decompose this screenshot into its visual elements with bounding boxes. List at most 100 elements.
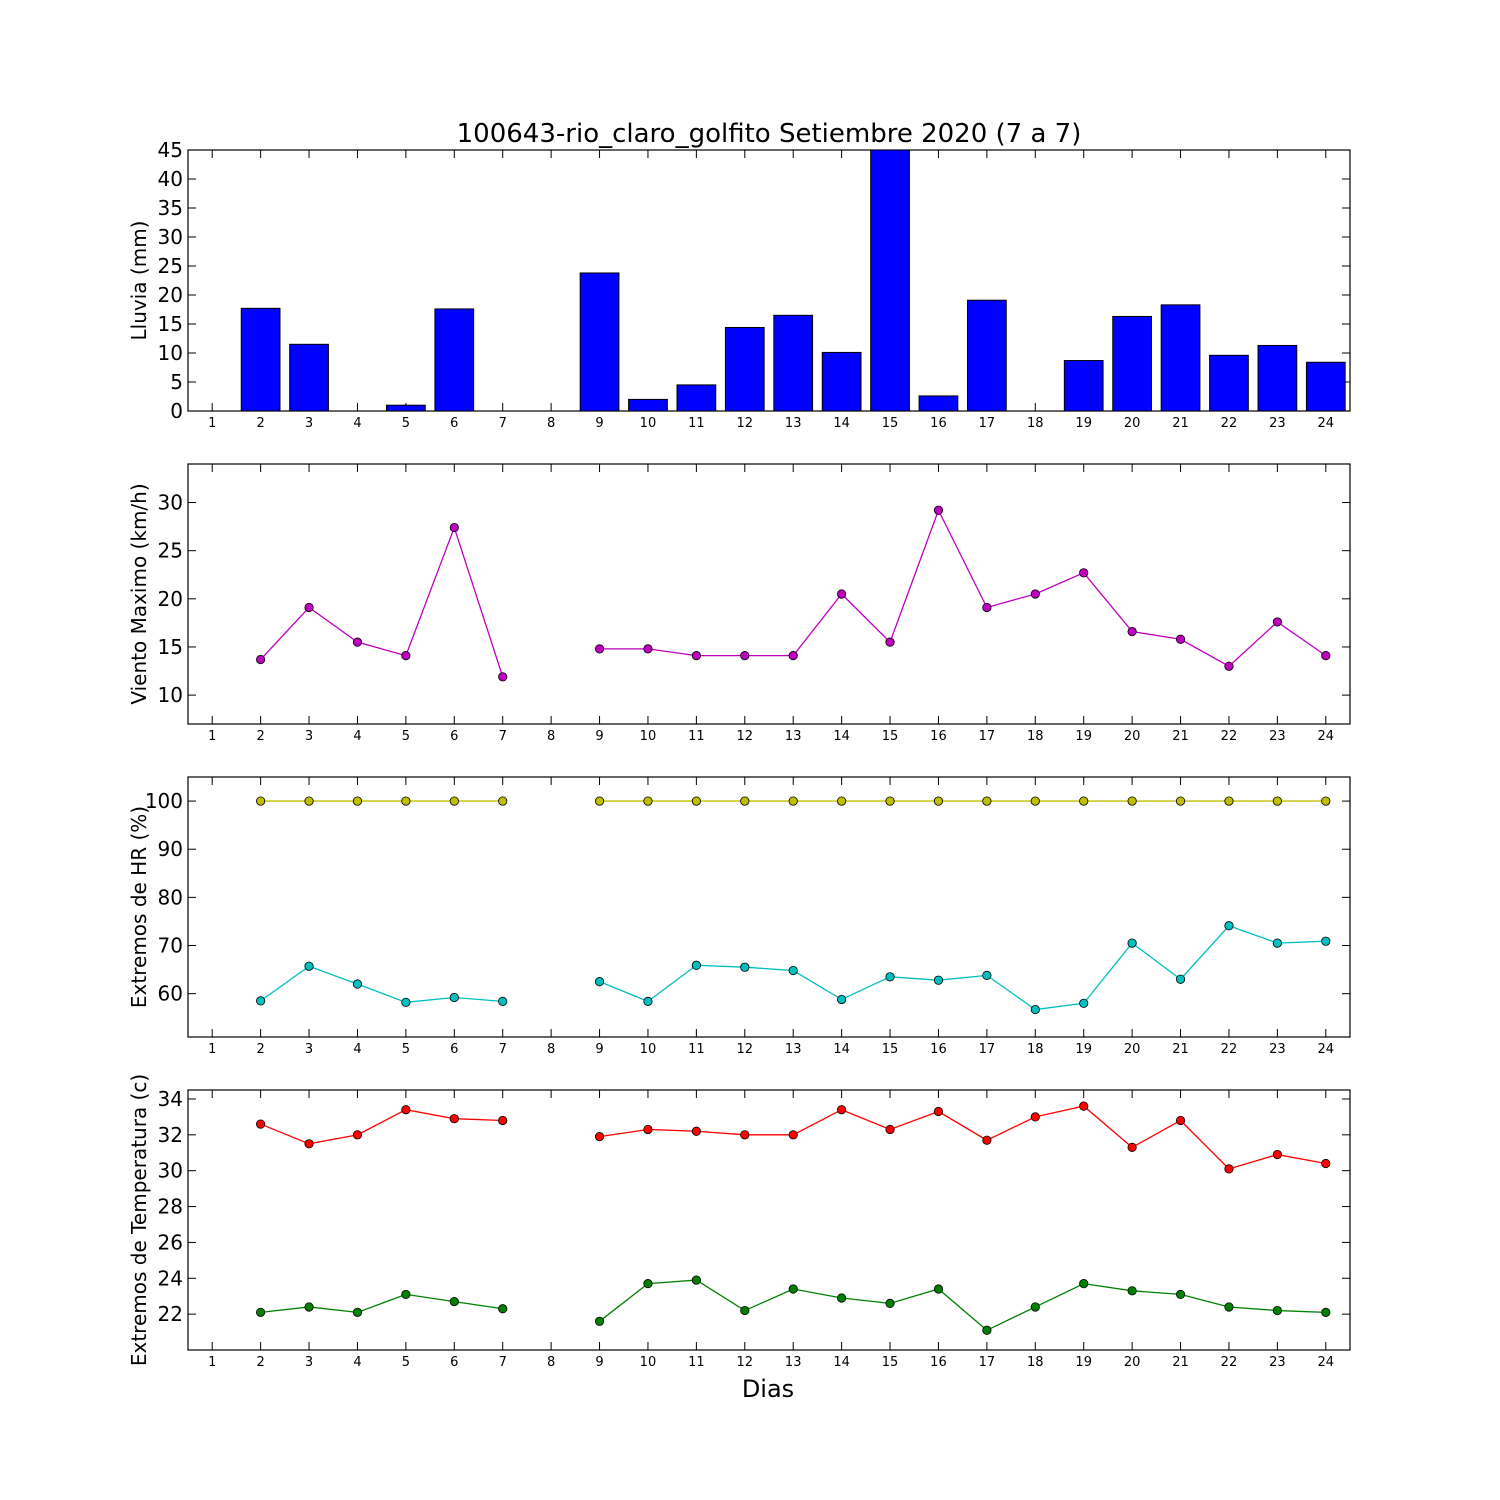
series-1-point-day-14 xyxy=(837,1105,847,1115)
x-tick-label: 21 xyxy=(1172,1355,1189,1370)
y-tick-label: 30 xyxy=(158,1159,183,1183)
series-2-point-day-21 xyxy=(1175,974,1186,984)
bar-day-24 xyxy=(1305,361,1346,412)
series-1-point-day-18 xyxy=(1030,589,1040,599)
bar-day-21 xyxy=(1160,304,1201,412)
y-tick-label: 35 xyxy=(158,196,183,220)
series-2-line xyxy=(599,925,1326,1011)
series-1-point-day-17 xyxy=(982,602,992,613)
x-tick-label: 24 xyxy=(1318,1042,1335,1057)
series-2-line xyxy=(599,1279,1326,1332)
x-tick-label: 10 xyxy=(640,1355,657,1370)
x-tick-label: 21 xyxy=(1172,1042,1189,1057)
series-1-point-day-3 xyxy=(304,602,314,613)
series-2-point-day-12 xyxy=(740,962,750,972)
x-tick-label: 11 xyxy=(688,416,705,431)
x-tick-label: 14 xyxy=(833,1355,850,1370)
y-axis-label: Lluvia (mm) xyxy=(127,221,151,341)
series-1-point-day-2 xyxy=(256,1119,266,1129)
bar-day-23 xyxy=(1257,344,1298,412)
series-2-point-day-12 xyxy=(740,1305,750,1316)
x-tick-label: 16 xyxy=(930,1355,947,1370)
series-2-point-day-19 xyxy=(1079,1279,1089,1289)
x-tick-label: 16 xyxy=(930,416,947,431)
x-tick-label: 23 xyxy=(1269,1355,1286,1370)
x-tick-label: 7 xyxy=(499,1042,507,1057)
x-tick-label: 23 xyxy=(1269,1042,1286,1057)
series-1-point-day-5 xyxy=(401,1105,411,1115)
axes-frame xyxy=(187,463,1351,725)
y-tick-label: 25 xyxy=(158,539,183,563)
x-tick-label: 4 xyxy=(353,1355,361,1370)
x-tick-label: 3 xyxy=(305,1355,313,1370)
x-tick-label: 22 xyxy=(1221,1042,1238,1057)
series-1-point-day-9 xyxy=(594,796,605,806)
series-1-point-day-2 xyxy=(256,796,266,806)
series-1-point-day-23 xyxy=(1272,617,1282,627)
series-1-point-day-21 xyxy=(1175,634,1186,644)
series-2-point-day-20 xyxy=(1127,1286,1137,1296)
bar-day-19 xyxy=(1063,360,1104,412)
bar-day-2 xyxy=(240,307,281,412)
y-tick-label: 28 xyxy=(158,1195,183,1219)
x-tick-label: 17 xyxy=(979,1042,996,1057)
series-2-point-day-21 xyxy=(1175,1289,1186,1300)
x-tick-label: 5 xyxy=(402,1355,410,1370)
series-2-line xyxy=(260,1293,503,1314)
x-tick-label: 11 xyxy=(688,1355,705,1370)
series-1-point-day-16 xyxy=(933,796,944,806)
series-2-point-day-3 xyxy=(304,1302,314,1312)
series-2-point-day-18 xyxy=(1030,1004,1040,1015)
y-axis-label: Extremos de Temperatura (c) xyxy=(127,1074,151,1366)
series-1-point-day-11 xyxy=(691,1126,701,1136)
series-1-point-day-3 xyxy=(304,1139,314,1149)
x-tick-label: 2 xyxy=(256,416,264,431)
series-1-point-day-14 xyxy=(837,796,847,806)
series-1-point-day-9 xyxy=(594,644,605,654)
x-tick-label: 18 xyxy=(1027,1355,1044,1370)
x-tick-label: 8 xyxy=(547,1042,555,1057)
series-1-point-day-17 xyxy=(982,796,992,806)
series-1-point-day-7 xyxy=(498,1115,508,1126)
y-tick-label: 25 xyxy=(158,254,183,278)
series-2-point-day-23 xyxy=(1272,1305,1282,1316)
bar-day-9 xyxy=(579,272,620,412)
y-tick-label: 22 xyxy=(158,1302,183,1326)
series-2-point-day-17 xyxy=(982,1325,992,1335)
x-tick-label: 1 xyxy=(208,1355,216,1370)
series-2-point-day-7 xyxy=(498,1304,508,1314)
y-tick-label: 10 xyxy=(158,341,183,365)
y-axis-label: Viento Maximo (km/h) xyxy=(127,483,151,704)
bar-day-13 xyxy=(773,314,814,412)
x-tick-label: 16 xyxy=(930,1042,947,1057)
bar-day-11 xyxy=(676,384,717,412)
series-1-point-day-15 xyxy=(885,796,895,806)
x-tick-label: 9 xyxy=(595,1042,603,1057)
bar-day-20 xyxy=(1112,315,1152,412)
x-tick-label: 6 xyxy=(450,416,458,431)
x-tick-label: 1 xyxy=(208,1042,216,1057)
x-tick-label: 13 xyxy=(785,1042,802,1057)
y-tick-label: 20 xyxy=(158,283,183,307)
x-tick-label: 8 xyxy=(547,729,555,744)
bar-day-3 xyxy=(289,343,329,412)
bar-day-15 xyxy=(870,149,910,412)
y-tick-label: 15 xyxy=(158,312,183,336)
series-2-point-day-2 xyxy=(256,996,266,1006)
x-tick-label: 20 xyxy=(1124,416,1141,431)
x-tick-label: 17 xyxy=(979,1355,996,1370)
x-tick-label: 10 xyxy=(640,729,657,744)
y-tick-label: 45 xyxy=(158,138,183,162)
x-tick-label: 8 xyxy=(547,416,555,431)
series-1-point-day-6 xyxy=(449,1114,459,1124)
series-1-point-day-21 xyxy=(1175,796,1186,806)
series-1-point-day-19 xyxy=(1079,568,1089,578)
y-tick-label: 30 xyxy=(158,225,183,249)
series-1-point-day-24 xyxy=(1321,651,1331,661)
series-1-point-day-12 xyxy=(740,796,750,806)
series-2-point-day-16 xyxy=(933,1284,944,1294)
x-tick-label: 22 xyxy=(1221,416,1238,431)
series-2-point-day-4 xyxy=(352,979,363,989)
